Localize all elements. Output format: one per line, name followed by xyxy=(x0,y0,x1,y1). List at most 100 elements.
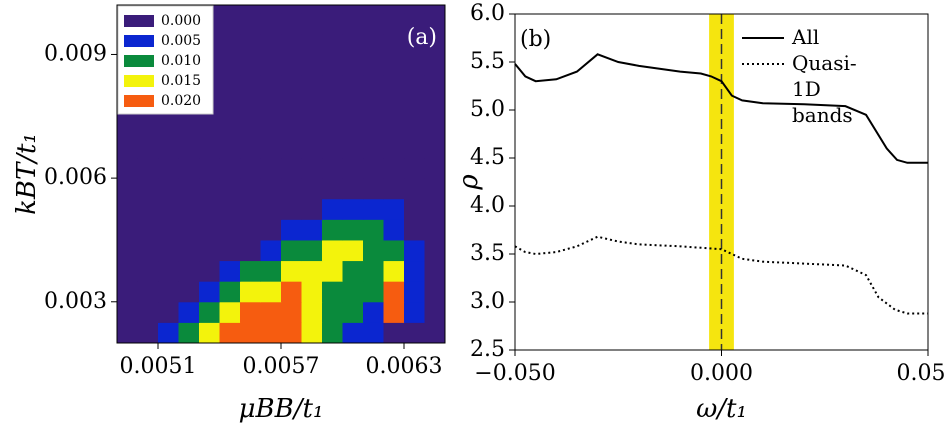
contour-cell xyxy=(342,54,364,76)
x-tick-label: 0.000 xyxy=(690,361,753,386)
x-axis-label: μBB/t₁ xyxy=(239,394,324,424)
contour-cell xyxy=(260,13,282,35)
contour-cell xyxy=(404,116,425,138)
contour-cell xyxy=(199,116,220,138)
contour-cell xyxy=(240,136,261,159)
contour-cell xyxy=(199,239,220,262)
contour-cell xyxy=(404,33,425,55)
contour-cell xyxy=(260,116,282,138)
contour-cell xyxy=(363,322,384,344)
contour-cell xyxy=(322,54,343,76)
legend-label: 0.015 xyxy=(161,73,201,89)
contour-cell xyxy=(240,301,261,323)
contour-cell xyxy=(260,301,282,323)
contour-cell xyxy=(301,301,323,323)
contour-cell xyxy=(342,13,364,35)
contour-cell xyxy=(260,54,282,76)
contour-cell xyxy=(219,13,241,35)
contour-cell xyxy=(260,260,282,282)
contour-cell xyxy=(199,178,220,200)
contour-cell xyxy=(424,95,446,117)
contour-cell xyxy=(322,116,343,138)
contour-cell xyxy=(383,75,405,97)
contour-cell xyxy=(404,301,425,323)
contour-cell xyxy=(383,281,405,303)
contour-cell xyxy=(342,116,364,138)
contour-cell xyxy=(404,54,425,76)
legend-swatch xyxy=(742,37,784,39)
contour-cell xyxy=(424,116,446,138)
contour-cell xyxy=(383,157,405,179)
contour-cell xyxy=(117,157,138,179)
contour-cell xyxy=(158,281,179,303)
contour-cell xyxy=(301,260,323,282)
contour-cell xyxy=(322,260,343,282)
contour-cell xyxy=(240,95,261,117)
contour-cell xyxy=(219,95,241,117)
x-tick-label: −0.050 xyxy=(474,361,555,386)
contour-cell xyxy=(383,54,405,76)
y-tick-label: 0.003 xyxy=(44,289,107,314)
contour-cell xyxy=(363,178,384,200)
series-line xyxy=(514,53,928,164)
contour-cell xyxy=(322,157,343,179)
contour-cell xyxy=(301,116,323,138)
contour-cell xyxy=(383,239,405,262)
contour-cell xyxy=(342,219,364,241)
legend-swatch xyxy=(742,63,784,65)
contour-cell xyxy=(137,219,159,241)
contour-cell xyxy=(117,260,138,282)
contour-cell xyxy=(219,281,241,303)
legend-label: 0.000 xyxy=(161,13,201,29)
legend-label: 0.005 xyxy=(161,33,201,49)
contour-cell xyxy=(342,178,364,200)
contour-cell xyxy=(281,116,302,138)
contour-cell xyxy=(137,301,159,323)
contour-cell xyxy=(199,322,220,344)
x-tick-label: 0.0057 xyxy=(243,354,320,379)
contour-cell xyxy=(240,322,261,344)
contour-cell xyxy=(424,157,446,179)
contour-cell xyxy=(137,178,159,200)
contour-cell xyxy=(322,219,343,241)
contour-cell xyxy=(240,13,261,35)
contour-cell xyxy=(137,281,159,303)
contour-cell xyxy=(424,178,446,200)
contour-cell xyxy=(322,301,343,323)
contour-cell xyxy=(363,95,384,117)
contour-cell xyxy=(342,260,364,282)
contour-cell xyxy=(158,198,179,220)
contour-cell xyxy=(158,157,179,179)
contour-cell xyxy=(301,219,323,241)
contour-cell xyxy=(322,322,343,344)
contour-cell xyxy=(322,136,343,159)
contour-cell xyxy=(178,239,200,262)
contour-cell xyxy=(363,281,384,303)
contour-cell xyxy=(117,219,138,241)
contour-cell xyxy=(383,178,405,200)
legend: All Quasi-1D bands xyxy=(742,24,872,128)
contour-cell xyxy=(219,239,241,262)
contour-cell xyxy=(301,178,323,200)
contour-cell xyxy=(158,219,179,241)
contour-cell xyxy=(219,301,241,323)
contour-cell xyxy=(260,157,282,179)
contour-cell xyxy=(178,322,200,344)
contour-cell xyxy=(137,198,159,220)
contour-cell xyxy=(260,219,282,241)
contour-cell xyxy=(363,75,384,97)
contour-cell xyxy=(281,157,302,179)
contour-cell xyxy=(424,239,446,262)
contour-cell xyxy=(363,33,384,55)
contour-cell xyxy=(424,75,446,97)
contour-cell xyxy=(260,281,282,303)
y-tick-label: 5.0 xyxy=(470,97,505,122)
contour-cell xyxy=(219,33,241,55)
contour-cell xyxy=(240,116,261,138)
contour-cell xyxy=(404,13,425,35)
contour-cell xyxy=(363,301,384,323)
contour-cell xyxy=(158,178,179,200)
contour-cell xyxy=(342,281,364,303)
contour-cell xyxy=(424,198,446,220)
contour-cell xyxy=(301,75,323,97)
